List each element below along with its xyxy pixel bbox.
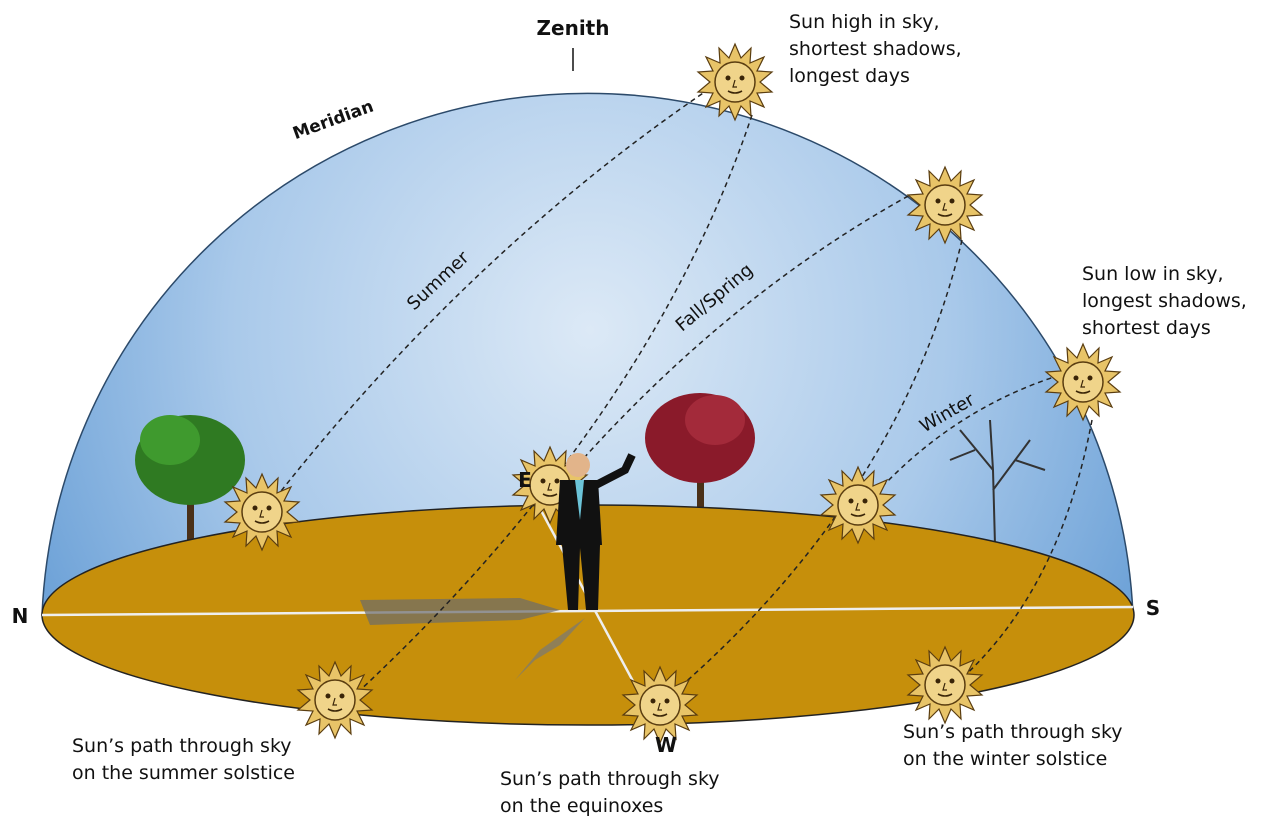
text-line: longest shadows, <box>1082 290 1247 312</box>
text-line: Sun low in sky, <box>1082 263 1224 285</box>
text-line: on the summer solstice <box>72 762 295 784</box>
text-line: Sun’s path through sky <box>72 735 292 757</box>
text-line: Sun’s path through sky <box>500 768 720 790</box>
north-label: N <box>12 604 29 628</box>
text-line: Sun high in sky, <box>789 11 940 33</box>
text-line: on the equinoxes <box>500 795 663 817</box>
meridian-label: Meridian <box>290 96 376 144</box>
sun-path-diagram: Zenith Meridian N S E W Summer Fall/Spri… <box>0 0 1281 818</box>
text-line: Sun’s path through sky <box>903 721 1123 743</box>
south-label: S <box>1146 596 1160 620</box>
zenith-label: Zenith <box>537 16 610 40</box>
annotation: Sun’s path through sky on the summer sol… <box>72 735 298 784</box>
text-line: on the winter solstice <box>903 748 1107 770</box>
annotation: Sun high in sky, shortest shadows, longe… <box>789 11 968 87</box>
text-line: shortest shadows, <box>789 38 962 60</box>
west-label: W <box>655 733 677 757</box>
annotation: Sun low in sky, longest shadows, shortes… <box>1082 263 1253 339</box>
annotation: Sun’s path through sky on the winter sol… <box>903 721 1129 770</box>
east-label: E <box>518 468 532 492</box>
annotation: Sun’s path through sky on the equinoxes <box>500 768 726 817</box>
text-line: longest days <box>789 65 910 87</box>
text-line: shortest days <box>1082 317 1211 339</box>
